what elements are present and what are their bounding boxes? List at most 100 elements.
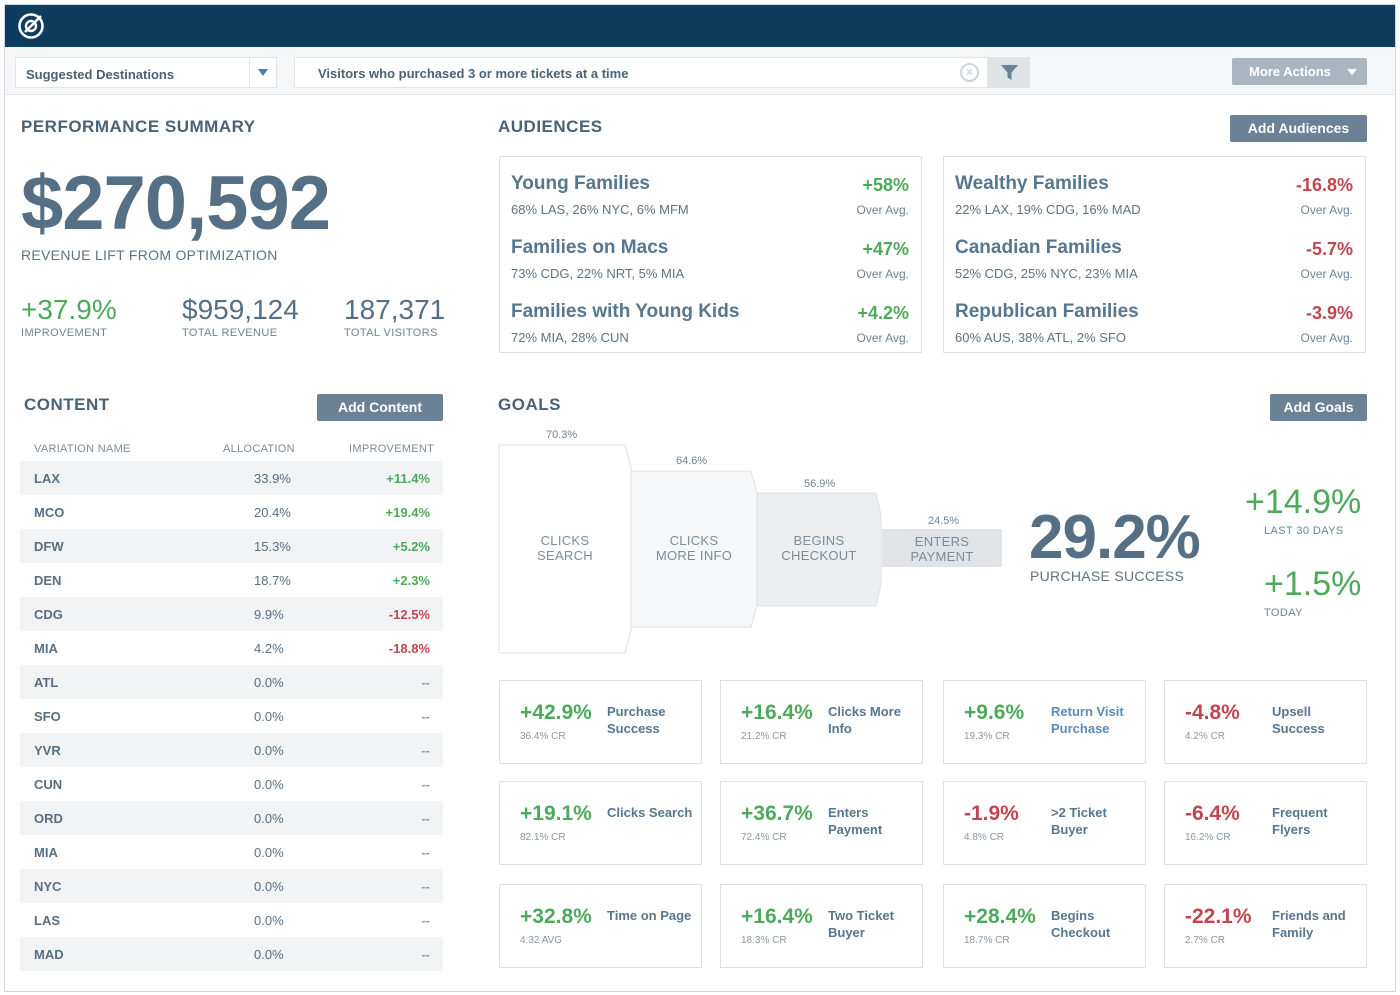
improvement-value: -- <box>421 675 430 690</box>
last-30-days-label: LAST 30 DAYS <box>1264 525 1344 537</box>
audience-name[interactable]: Wealthy Families <box>955 173 1109 194</box>
goal-metric: 19.3% CR <box>964 731 1010 742</box>
audience-name[interactable]: Canadian Families <box>955 237 1122 258</box>
table-row[interactable]: MAD 0.0% -- <box>20 937 443 971</box>
improvement-value: -- <box>421 879 430 894</box>
goal-card[interactable]: +16.4% 18.3% CR Two Ticket Buyer <box>720 884 923 968</box>
audience-over-label: Over Avg. <box>856 331 909 345</box>
audience-item[interactable]: Canadian Families 52% CDG, 25% NYC, 23% M… <box>955 237 1353 287</box>
brand-logo-icon[interactable] <box>17 12 45 40</box>
goal-metric: 36.4% CR <box>520 731 566 742</box>
table-row[interactable]: YVR 0.0% -- <box>20 733 443 767</box>
purchase-success-value: 29.2% <box>1029 503 1201 572</box>
add-goals-button[interactable]: Add Goals <box>1270 394 1367 421</box>
goal-lift: -1.9% <box>964 802 1019 825</box>
funnel-label-2-line2: MORE INFO <box>655 548 733 563</box>
table-row[interactable]: SFO 0.0% -- <box>20 699 443 733</box>
goal-metric: 21.2% CR <box>741 731 787 742</box>
filter-button[interactable] <box>988 57 1030 88</box>
table-row[interactable]: DFW 15.3% +5.2% <box>20 529 443 563</box>
destinations-dropdown[interactable]: Suggested Destinations <box>15 57 277 88</box>
audience-lift: -5.7% <box>1305 239 1353 259</box>
goal-card[interactable]: +36.7% 72.4% CR Enters Payment <box>720 781 923 865</box>
audience-breakdown: 72% MIA, 28% CUN <box>511 330 629 345</box>
variation-name: ATL <box>34 675 59 690</box>
table-row[interactable]: LAX 33.9% +11.4% <box>20 461 443 495</box>
goal-card[interactable]: +9.6% 19.3% CR Return Visit Purchase <box>943 680 1146 764</box>
allocation-value: 0.0% <box>254 675 284 690</box>
goal-card[interactable]: -6.4% 16.2% CR Frequent Flyers <box>1164 781 1367 865</box>
audience-item[interactable]: Republican Families 60% AUS, 38% ATL, 2% … <box>955 301 1353 351</box>
audience-item[interactable]: Young Families 68% LAS, 26% NYC, 6% MFM +5… <box>511 173 909 223</box>
audience-item[interactable]: Families with Young Kids 72% MIA, 28% CUN… <box>511 301 909 351</box>
add-content-button[interactable]: Add Content <box>317 394 443 421</box>
table-row[interactable]: NYC 0.0% -- <box>20 869 443 903</box>
goal-card[interactable]: -1.9% 4.8% CR >2 Ticket Buyer <box>943 781 1146 865</box>
variation-name: MIA <box>34 845 58 860</box>
table-row[interactable]: LAS 0.0% -- <box>20 903 443 937</box>
goal-lift: +19.1% <box>520 802 592 825</box>
goal-name: Friends and Family <box>1272 908 1346 940</box>
audience-name[interactable]: Young Families <box>511 173 651 194</box>
chevron-down-icon[interactable] <box>258 69 268 76</box>
audience-over-label: Over Avg. <box>1300 203 1353 217</box>
audience-item[interactable]: Families on Macs 73% CDG, 22% NRT, 5% MIA… <box>511 237 909 287</box>
goal-metric: 16.2% CR <box>1185 832 1231 843</box>
audience-name[interactable]: Families with Young Kids <box>511 301 740 322</box>
allocation-value: 0.0% <box>254 709 284 724</box>
goal-card[interactable]: +28.4% 18.7% CR Begins Checkout <box>943 884 1146 968</box>
goal-lift: +16.4% <box>741 905 813 928</box>
goal-card[interactable]: -4.8% 4.2% CR Upsell Success <box>1164 680 1367 764</box>
goal-lift: -6.4% <box>1185 802 1240 825</box>
audience-lift: -16.8% <box>1295 175 1353 195</box>
table-row[interactable]: MIA 0.0% -- <box>20 835 443 869</box>
funnel-step-clicks-search <box>498 444 632 654</box>
funnel-pct-4: 24.5% <box>928 515 960 527</box>
variation-name: MIA <box>34 641 58 656</box>
table-row[interactable]: CDG 9.9% -12.5% <box>20 597 443 631</box>
goal-name: Begins Checkout <box>1051 908 1111 940</box>
table-row[interactable]: MCO 20.4% +19.4% <box>20 495 443 529</box>
funnel-step-enters-payment <box>882 529 1002 567</box>
table-row[interactable]: MIA 4.2% -18.8% <box>20 631 443 665</box>
audience-item[interactable]: Wealthy Families 22% LAX, 19% CDG, 16% MA… <box>955 173 1353 223</box>
allocation-value: 0.0% <box>254 845 284 860</box>
goal-card[interactable]: +16.4% 21.2% CR Clicks More Info <box>720 680 923 764</box>
audience-lift: -3.9% <box>1305 303 1353 323</box>
improvement-label: IMPROVEMENT <box>21 327 108 339</box>
goal-lift: +32.8% <box>520 905 592 928</box>
col-header-variation[interactable]: VARIATION NAME <box>34 443 131 455</box>
goal-name: Time on Page <box>607 908 692 923</box>
table-row[interactable]: ATL 0.0% -- <box>20 665 443 699</box>
col-header-improvement[interactable]: IMPROVEMENT <box>349 443 435 455</box>
table-row[interactable]: ORD 0.0% -- <box>20 801 443 835</box>
goal-metric: 72.4% CR <box>741 832 787 843</box>
allocation-value: 15.3% <box>254 539 291 554</box>
audience-filter-input[interactable]: Visitors who purchased 3 or more tickets… <box>294 57 988 88</box>
audience-over-label: Over Avg. <box>1300 331 1353 345</box>
goal-metric: 4.2% CR <box>1185 731 1226 742</box>
table-row[interactable]: DEN 18.7% +2.3% <box>20 563 443 597</box>
funnel-label-3: BEGINS CHECKOUT <box>757 533 881 563</box>
funnel-label-1: CLICKS SEARCH <box>499 533 631 563</box>
goals-title: GOALS <box>498 395 561 414</box>
audiences-title: AUDIENCES <box>498 117 603 136</box>
clear-icon[interactable]: × <box>960 63 979 82</box>
funnel-label-1-line1: CLICKS <box>540 533 590 548</box>
more-actions-button[interactable]: More Actions <box>1232 58 1367 85</box>
col-header-allocation[interactable]: ALLOCATION <box>223 443 295 455</box>
goal-card[interactable]: -22.1% 2.7% CR Friends and Family <box>1164 884 1367 968</box>
audience-name[interactable]: Republican Families <box>955 301 1139 322</box>
add-audiences-button[interactable]: Add Audiences <box>1230 115 1367 142</box>
table-row[interactable]: CUN 0.0% -- <box>20 767 443 801</box>
improvement-value: -12.5% <box>388 607 430 622</box>
funnel-label-4-line2: PAYMENT <box>910 549 974 564</box>
funnel-label-3-line1: BEGINS <box>793 533 845 548</box>
goal-lift: +42.9% <box>520 701 592 724</box>
audience-name[interactable]: Families on Macs <box>511 237 669 258</box>
goal-card[interactable]: +19.1% 82.1% CR Clicks Search <box>499 781 702 865</box>
goal-card[interactable]: +42.9% 36.4% CR Purchase Success <box>499 680 702 764</box>
goal-card[interactable]: +32.8% 4:32 AVG Time on Page <box>499 884 702 968</box>
goal-lift: -22.1% <box>1185 905 1252 928</box>
audience-over-label: Over Avg. <box>856 203 909 217</box>
